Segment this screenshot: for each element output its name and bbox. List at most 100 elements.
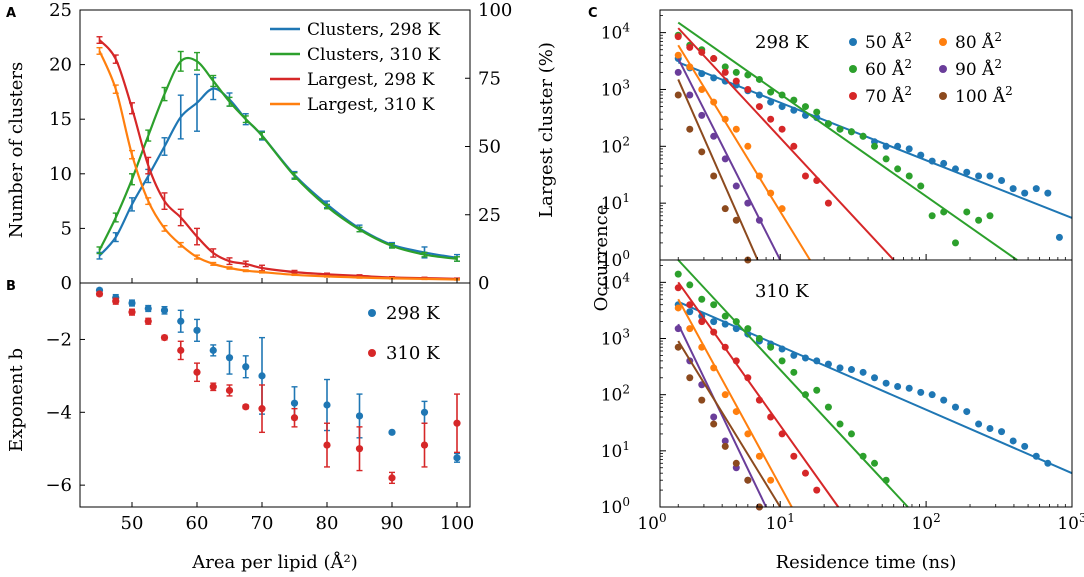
legend-label: 310 K [386, 343, 440, 364]
data-point-orange [767, 476, 775, 484]
data-point-purple [710, 413, 718, 421]
data-point-red [674, 33, 682, 41]
data-point-red [732, 357, 740, 365]
data-point-green [801, 391, 809, 399]
fit-line-purple [677, 58, 782, 261]
data-point-blue [420, 408, 429, 416]
data-point-purple [744, 199, 752, 207]
data-point-green [824, 120, 832, 128]
fit-line-brown [677, 79, 759, 261]
data-point-brown [744, 476, 752, 484]
legend-marker-blue [368, 309, 376, 317]
data-point-orange [778, 205, 786, 213]
data-point-green [755, 335, 763, 343]
data-point-green [894, 165, 902, 173]
data-point-blue [986, 424, 994, 432]
data-point-orange [686, 63, 694, 71]
data-point-blue [917, 388, 925, 396]
y-tick-label: 100 [601, 495, 630, 518]
data-point-orange [744, 430, 752, 438]
data-point-blue [732, 325, 740, 333]
data-point-green [790, 96, 798, 104]
legend-marker-red [368, 349, 376, 357]
data-point-red [710, 328, 718, 336]
x-tick-label: 60 [186, 513, 209, 534]
y-tick-label: 103 [601, 327, 630, 350]
data-point-brown [686, 125, 694, 133]
x-tick-label: 90 [381, 513, 404, 534]
data-point-blue [928, 391, 936, 399]
data-point-blue [882, 142, 890, 150]
y-tick-label: 102 [601, 134, 630, 157]
data-point-red [778, 125, 786, 133]
data-point-green [836, 420, 844, 428]
y2-tick-label: 50 [478, 137, 501, 158]
data-point-green [836, 125, 844, 133]
legend-label: Clusters, 298 K [307, 20, 441, 40]
data-point-blue [940, 159, 948, 167]
data-point-green [732, 68, 740, 76]
x-tick-label: 80 [316, 513, 339, 534]
data-point-brown [686, 374, 694, 382]
data-point-red [790, 142, 798, 150]
x-tick-label: 100 [637, 511, 666, 534]
data-point-purple [732, 182, 740, 190]
fit-line-green [677, 259, 909, 508]
data-point-blue [986, 172, 994, 180]
data-point-brown [732, 216, 740, 224]
data-point-red [744, 374, 752, 382]
legend-marker-red [849, 92, 857, 100]
data-point-orange [674, 304, 682, 312]
data-point-blue [755, 91, 763, 99]
data-point-green [778, 357, 786, 365]
data-point-red [801, 469, 809, 477]
data-point-blue [928, 157, 936, 165]
panel-c-298-marks [674, 21, 1073, 264]
legend-label: Clusters, 310 K [307, 45, 441, 65]
data-point-green [975, 216, 983, 224]
data-point-red [824, 199, 832, 207]
data-point-red [355, 445, 364, 453]
data-point-red [778, 430, 786, 438]
data-point-blue [1044, 459, 1052, 467]
data-point-blue [894, 382, 902, 390]
data-point-red [112, 297, 120, 305]
data-point-orange [767, 189, 775, 197]
data-point-green [767, 343, 775, 351]
panel-b-ylabel: Exponent b [6, 348, 27, 452]
x-tick-label: 101 [766, 511, 795, 534]
panel-c-310-ticks: 100 101 102 103 104 100 101 102 103 [601, 265, 1084, 534]
data-point-blue [453, 454, 461, 462]
data-point-purple [721, 155, 729, 163]
data-point-brown [721, 205, 729, 213]
data-point-brown [698, 396, 706, 404]
data-point-green [801, 103, 809, 111]
data-point-brown [674, 91, 682, 99]
data-point-green [882, 155, 890, 163]
data-point-green [744, 71, 752, 79]
data-point-red [767, 413, 775, 421]
y2-tick-label: 75 [478, 68, 501, 89]
data-point-blue [778, 345, 786, 353]
panel-c-298-annotation: 298 K [755, 32, 809, 53]
data-point-orange [732, 408, 740, 416]
panel-c-310-frame [659, 259, 1073, 508]
data-point-blue [1021, 189, 1029, 197]
fit-line-orange [677, 298, 793, 508]
y-tick-label: 104 [601, 21, 631, 44]
data-point-blue [355, 412, 364, 420]
legend-label: 100 Å2 [955, 84, 1013, 107]
data-point-red [323, 441, 331, 449]
y-tick-label: 100 [601, 248, 630, 271]
data-point-orange [710, 364, 718, 372]
data-point-blue [1009, 185, 1017, 193]
data-point-green [732, 318, 740, 326]
legend-marker-green [849, 65, 857, 73]
data-point-red [813, 486, 821, 494]
data-point-purple [755, 216, 763, 224]
data-point-green [882, 476, 890, 484]
data-point-red [813, 177, 821, 185]
panel-c-ylabel: Occurrence [591, 205, 612, 312]
data-point-green [940, 208, 948, 216]
